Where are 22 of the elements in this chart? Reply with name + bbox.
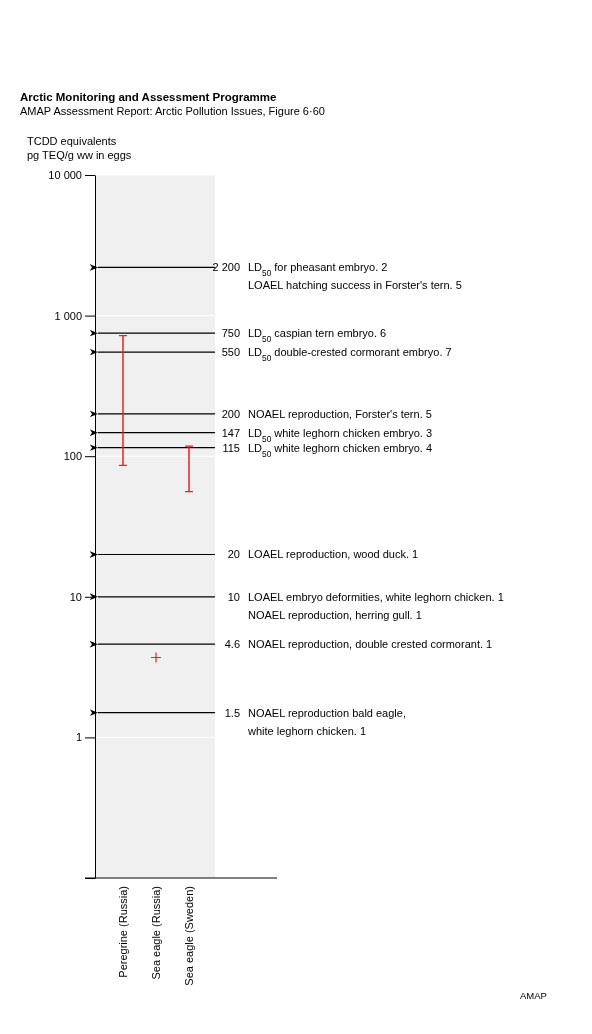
ref-line-label: 200 NOAEL reproduction, Forster's tern. 5	[221, 407, 432, 420]
ref-line-label: 1.5 NOAEL reproduction bald eagle, white leghorn chicken. 1	[224, 706, 406, 737]
ref-line-label: 750 LD$_{50}$ caspian tern embryo. 6	[221, 327, 387, 344]
x-tick-label: Sea eagle (Sweden)	[183, 886, 195, 986]
y-tick-label: 10	[69, 590, 82, 603]
ref-line-label: 10 LOAEL embryo deformities, white leghorn chicken. 1 NOAEL reproduction, herring gull. 1	[227, 590, 504, 621]
y-tick-label: 10 000	[48, 169, 82, 182]
y-tick-label: 100	[63, 450, 82, 463]
ref-line-label: 2 200 LD$_{50}$ for pheasant embryo. 2 LOAEL hatching success in Forster's tern. 5	[212, 261, 462, 292]
ref-line-label: 4.6 NOAEL reproduction, double crested cormorant. 1	[224, 638, 493, 651]
text: AMAP	[520, 990, 547, 1001]
ref-line-label: 550 LD$_{50}$ double-crested cormorant embryo. 7	[221, 346, 452, 363]
ref-line-label: 147 LD$_{50}$ white leghorn chicken embryo. 3	[221, 426, 433, 444]
y-tick-label: 1	[75, 731, 82, 744]
chart-title: Arctic Monitoring and Assessment Programme	[20, 91, 277, 103]
y-tick-label: 1 000	[54, 309, 82, 322]
ref-line-label: 115 LD$_{50}$ white leghorn chicken embryo. 4	[222, 441, 433, 459]
chart-subtitle: AMAP Assessment Report: Arctic Pollution Issues, Figure 6·60	[20, 105, 325, 117]
x-tick-label: Peregrine (Russia)	[117, 886, 129, 978]
y-axis-title: TCDD equivalents pg TEQ/g ww in eggs	[27, 135, 132, 161]
x-tick-label: Sea eagle (Russia)	[150, 886, 162, 980]
ref-line-label: 20 LOAEL reproduction, wood duck. 1	[227, 548, 419, 561]
